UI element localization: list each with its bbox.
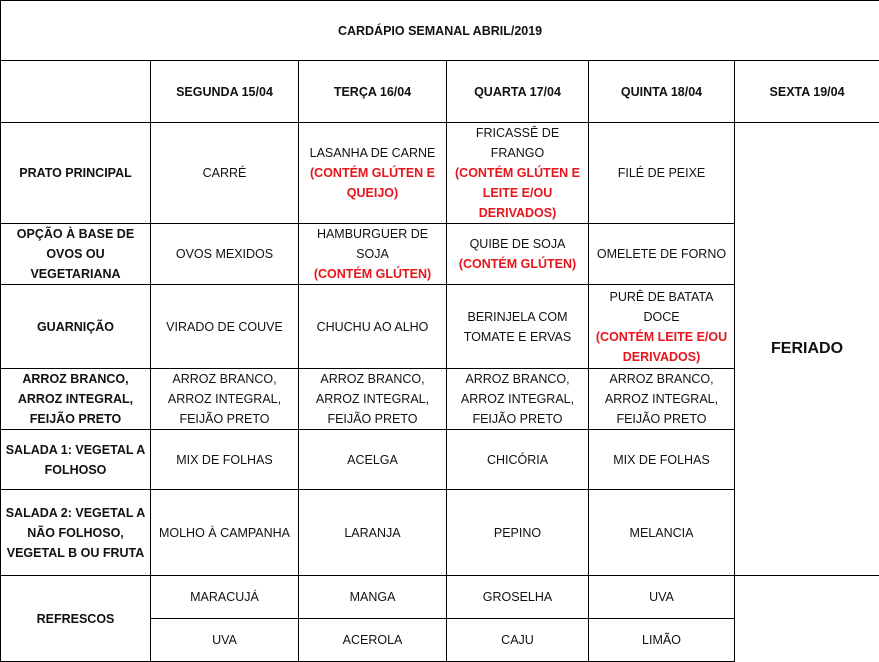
dish-name: QUIBE DE SOJA	[470, 237, 566, 251]
dish-name: ACELGA	[347, 453, 398, 467]
menu-cell: CHICÓRIA	[447, 430, 589, 490]
dish-name: CARRÉ	[203, 166, 247, 180]
row-label: ARROZ BRANCO, ARROZ INTEGRAL, FEIJÃO PRE…	[1, 369, 151, 430]
menu-cell: ARROZ BRANCO, ARROZ INTEGRAL, FEIJÃO PRE…	[589, 369, 735, 430]
row-label: OPÇÃO À BASE DE OVOS OU VEGETARIANA	[1, 224, 151, 285]
menu-cell: MIX DE FOLHAS	[589, 430, 735, 490]
dish-name: LARANJA	[344, 526, 400, 540]
menu-cell: ACEROLA	[299, 619, 447, 662]
menu-cell: HAMBURGUER DE SOJA (CONTÉM GLÚTEN)	[299, 224, 447, 285]
row-label: GUARNIÇÃO	[1, 285, 151, 369]
dish-name: MOLHO À CAMPANHA	[159, 526, 290, 540]
day-header: QUINTA 18/04	[589, 61, 735, 123]
allergen-note: (CONTÉM GLÚTEN E LEITE E/OU DERIVADOS)	[450, 163, 585, 223]
holiday-cell: FERIADO	[735, 123, 879, 576]
row-label: SALADA 2: VEGETAL A NÃO FOLHOSO, VEGETAL…	[1, 490, 151, 576]
menu-cell: MARACUJÁ	[151, 576, 299, 619]
dish-name: OMELETE DE FORNO	[597, 247, 726, 261]
allergen-note: (CONTÉM GLÚTEN E QUEIJO)	[302, 163, 443, 203]
menu-cell: OMELETE DE FORNO	[589, 224, 735, 285]
dish-name: PEPINO	[494, 526, 541, 540]
dish-name: MIX DE FOLHAS	[176, 453, 273, 467]
menu-cell: QUIBE DE SOJA (CONTÉM GLÚTEN)	[447, 224, 589, 285]
menu-cell: ARROZ BRANCO, ARROZ INTEGRAL, FEIJÃO PRE…	[299, 369, 447, 430]
allergen-note: (CONTÉM GLÚTEN)	[450, 254, 585, 274]
dish-name: HAMBURGUER DE SOJA	[317, 227, 428, 261]
dish-name: ARROZ BRANCO, ARROZ INTEGRAL, FEIJÃO PRE…	[605, 372, 718, 426]
allergen-note: (CONTÉM LEITE E/OU DERIVADOS)	[592, 327, 731, 367]
corner-cell	[1, 61, 151, 123]
menu-cell: MANGA	[299, 576, 447, 619]
menu-cell: FILÉ DE PEIXE	[589, 123, 735, 224]
row-label: PRATO PRINCIPAL	[1, 123, 151, 224]
dish-name: LASANHA DE CARNE	[310, 146, 436, 160]
dish-name: CHICÓRIA	[487, 453, 548, 467]
day-header-row: SEGUNDA 15/04 TERÇA 16/04 QUARTA 17/04 Q…	[1, 61, 879, 123]
menu-cell: MOLHO À CAMPANHA	[151, 490, 299, 576]
dish-name: FRICASSÊ DE FRANGO	[476, 126, 559, 160]
menu-cell: MIX DE FOLHAS	[151, 430, 299, 490]
dish-name: ARROZ BRANCO, ARROZ INTEGRAL, FEIJÃO PRE…	[461, 372, 574, 426]
dish-name: ARROZ BRANCO, ARROZ INTEGRAL, FEIJÃO PRE…	[316, 372, 429, 426]
day-header: QUARTA 17/04	[447, 61, 589, 123]
menu-cell: ARROZ BRANCO, ARROZ INTEGRAL, FEIJÃO PRE…	[151, 369, 299, 430]
menu-cell: VIRADO DE COUVE	[151, 285, 299, 369]
menu-cell: ACELGA	[299, 430, 447, 490]
menu-cell: OVOS MEXIDOS	[151, 224, 299, 285]
menu-cell: UVA	[151, 619, 299, 662]
day-header: SEGUNDA 15/04	[151, 61, 299, 123]
dish-name: MIX DE FOLHAS	[613, 453, 710, 467]
dish-name: FILÉ DE PEIXE	[618, 166, 706, 180]
row-label: REFRESCOS	[1, 576, 151, 662]
menu-cell: PEPINO	[447, 490, 589, 576]
dish-name: PURÊ DE BATATA DOCE	[610, 290, 714, 324]
menu-row: PRATO PRINCIPAL CARRÉ LASANHA DE CARNE (CON…	[1, 123, 879, 224]
allergen-note: (CONTÉM GLÚTEN)	[302, 264, 443, 284]
menu-cell: UVA	[589, 576, 735, 619]
menu-cell: CHUCHU AO ALHO	[299, 285, 447, 369]
menu-title: CARDÁPIO SEMANAL ABRIL/2019	[1, 1, 879, 61]
menu-cell: GROSELHA	[447, 576, 589, 619]
dish-name: BERINJELA COM TOMATE E ERVAS	[464, 310, 571, 344]
dish-name: VIRADO DE COUVE	[166, 320, 283, 334]
dish-name: OVOS MEXIDOS	[176, 247, 273, 261]
day-header: SEXTA 19/04	[735, 61, 879, 123]
menu-cell: CARRÉ	[151, 123, 299, 224]
row-label: SALADA 1: VEGETAL A FOLHOSO	[1, 430, 151, 490]
day-header: TERÇA 16/04	[299, 61, 447, 123]
menu-cell: CAJU	[447, 619, 589, 662]
menu-cell: FRICASSÊ DE FRANGO(CONTÉM GLÚTEN E LEITE…	[447, 123, 589, 224]
dish-name: ARROZ BRANCO, ARROZ INTEGRAL, FEIJÃO PRE…	[168, 372, 281, 426]
menu-cell: ARROZ BRANCO, ARROZ INTEGRAL, FEIJÃO PRE…	[447, 369, 589, 430]
menu-cell: MELANCIA	[589, 490, 735, 576]
dish-name: MELANCIA	[630, 526, 694, 540]
menu-cell: BERINJELA COM TOMATE E ERVAS	[447, 285, 589, 369]
dish-name: CHUCHU AO ALHO	[317, 320, 429, 334]
menu-cell: LARANJA	[299, 490, 447, 576]
menu-cell: LIMÃO	[589, 619, 735, 662]
menu-cell: LASANHA DE CARNE (CONTÉM GLÚTEN E QUEIJO)	[299, 123, 447, 224]
refrescos-row-1: REFRESCOS MARACUJÁ MANGA GROSELHA UVA	[1, 576, 879, 619]
menu-cell: PURÊ DE BATATA DOCE(CONTÉM LEITE E/OU DE…	[589, 285, 735, 369]
